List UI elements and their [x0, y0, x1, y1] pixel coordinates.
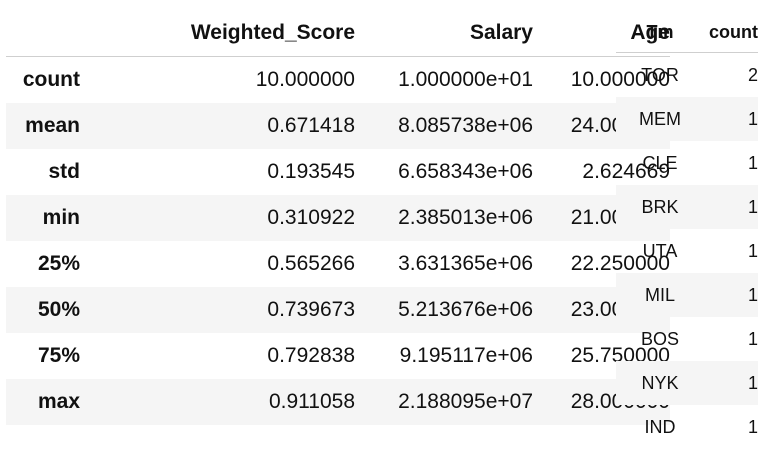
table-row: mean 0.671418 8.085738e+06 24.000000	[6, 103, 670, 149]
cell-count: 1	[747, 152, 758, 173]
cell-tm: UTA	[642, 240, 678, 261]
cell-count: 1	[747, 328, 758, 349]
row-label: max	[6, 379, 80, 425]
cell-tm: CLE	[642, 152, 678, 173]
cell-tm: MIL	[616, 273, 704, 317]
header-salary: Salary	[355, 10, 533, 57]
table-row: MEM 1	[616, 97, 758, 141]
table-row: 25% 0.565266 3.631365e+06 22.250000	[6, 241, 670, 287]
table-row: UTA 1	[616, 229, 758, 273]
cell-tm: BRK	[616, 185, 704, 229]
cell-count: 1	[704, 273, 758, 317]
cell-weighted-score: 0.792838	[267, 344, 355, 367]
cell-weighted-score: 0.565266	[267, 252, 355, 275]
table-row: MIL 1	[616, 273, 758, 317]
cell-age: 2.624669	[582, 160, 670, 183]
cell-count: 2	[747, 64, 758, 85]
header-tm: Tm	[616, 12, 704, 53]
team-counts-table: Tm count TOR 2 MEM 1 CLE 1 BRK 1 UTA	[616, 12, 758, 449]
cell-count: 1	[704, 361, 758, 405]
cell-age: 10.000000	[570, 68, 670, 91]
header-index	[6, 10, 80, 57]
cell-weighted-score: 0.911058	[80, 379, 355, 425]
cell-salary: 3.631365e+06	[398, 252, 533, 275]
cell-salary: 8.085738e+06	[355, 103, 533, 149]
table-row: IND 1	[616, 405, 759, 449]
cell-count: 1	[747, 416, 758, 437]
table-row: count 10.000000 1.000000e+01 10.000000	[6, 57, 670, 104]
cell-count: 1	[704, 185, 758, 229]
cell-weighted-score: 0.310922	[80, 195, 355, 241]
row-label: min	[6, 195, 80, 241]
cell-salary: 6.658343e+06	[398, 160, 533, 183]
cell-salary: 2.385013e+06	[355, 195, 533, 241]
table-row: std 0.193545 6.658343e+06 2.624669	[6, 149, 671, 195]
header-row: Tm count	[616, 12, 758, 53]
row-label: 75%	[37, 344, 80, 367]
cell-salary: 9.195117e+06	[399, 344, 533, 367]
cell-count: 1	[747, 240, 758, 261]
cell-count: 1	[704, 97, 758, 141]
header-row: Weighted_Score Salary Age	[6, 10, 670, 57]
table-row: BRK 1	[616, 185, 758, 229]
table-row: CLE 1	[616, 141, 758, 185]
row-label: mean	[6, 103, 80, 149]
row-label: 25%	[37, 252, 80, 275]
table-row: 50% 0.739673 5.213676e+06 23.000000	[6, 287, 670, 333]
cell-salary: 1.000000e+01	[398, 68, 533, 91]
header-count: count	[704, 12, 758, 53]
cell-tm: TOR	[641, 64, 679, 85]
describe-table-body: count 10.000000 1.000000e+01 10.000000 m…	[6, 57, 671, 425]
table-row: min 0.310922 2.385013e+06 21.000000	[6, 195, 670, 241]
table-row: TOR 2	[616, 53, 758, 98]
cell-tm: BOS	[640, 328, 679, 349]
cell-age: 22.250000	[570, 252, 670, 275]
table-row: BOS 1	[616, 317, 758, 361]
describe-table-header: Weighted_Score Salary Age	[6, 10, 670, 57]
table-row: 75% 0.792838 9.195117e+06 25.750000	[6, 333, 670, 379]
row-label: 50%	[6, 287, 80, 333]
header-weighted-score: Weighted_Score	[80, 10, 355, 57]
cell-weighted-score: 0.671418	[80, 103, 355, 149]
cell-tm: NYK	[616, 361, 704, 405]
cell-salary: 5.213676e+06	[355, 287, 533, 333]
describe-table: Weighted_Score Salary Age count 10.00000…	[6, 10, 670, 425]
team-counts-body: TOR 2 MEM 1 CLE 1 BRK 1 UTA 1 MIL 1	[616, 53, 758, 450]
cell-tm: MEM	[616, 97, 704, 141]
cell-salary: 2.188095e+07	[355, 379, 533, 425]
cell-tm: IND	[644, 416, 676, 437]
cell-weighted-score: 0.739673	[80, 287, 355, 333]
cell-weighted-score: 10.000000	[255, 68, 355, 91]
team-counts-header: Tm count	[616, 12, 758, 53]
cell-weighted-score: 0.193545	[267, 160, 355, 183]
table-row: max 0.911058 2.188095e+07 28.000000	[6, 379, 670, 425]
row-label: count	[22, 68, 80, 91]
row-label: std	[48, 160, 81, 183]
table-row: NYK 1	[616, 361, 758, 405]
